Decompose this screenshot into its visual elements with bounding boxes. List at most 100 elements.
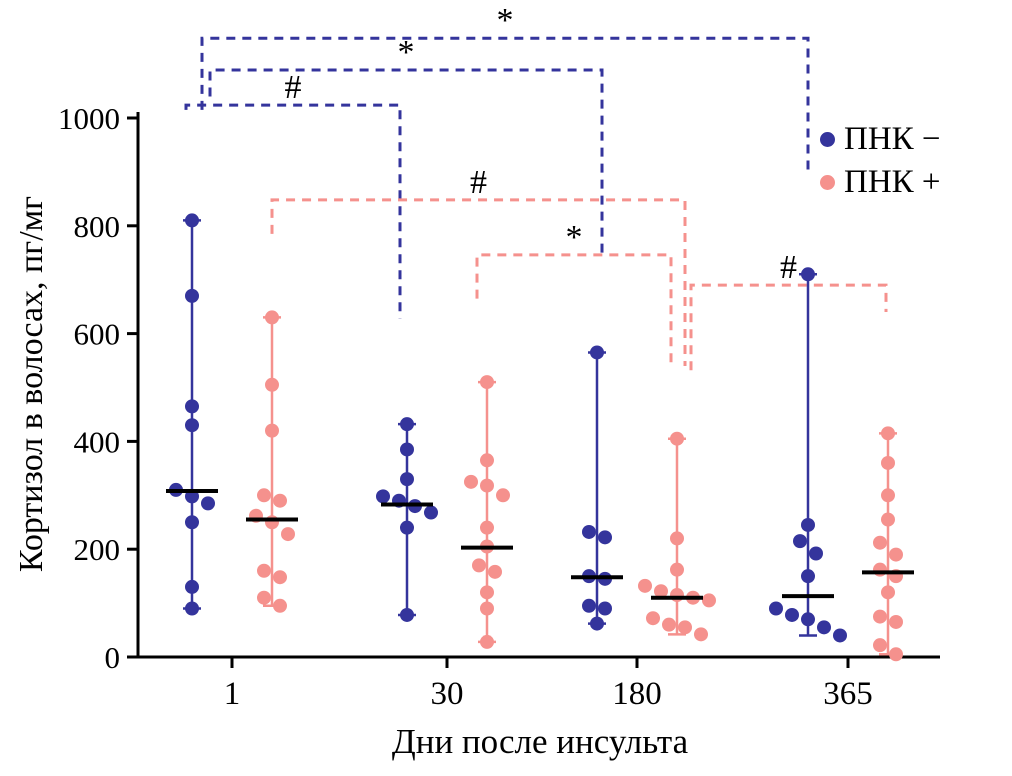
data-point (400, 472, 414, 487)
legend-dot-pnk-plus-icon (820, 175, 835, 190)
data-point (881, 488, 895, 503)
y-tick-label: 800 (74, 209, 121, 244)
data-point (809, 546, 823, 561)
y-tick-label: 200 (74, 532, 121, 567)
data-point (480, 375, 494, 390)
y-tick-label: 600 (74, 317, 121, 352)
data-point (480, 478, 494, 493)
data-point (793, 534, 807, 549)
data-point (694, 627, 708, 642)
data-point (873, 562, 887, 577)
data-point (185, 399, 199, 414)
data-point (496, 488, 510, 503)
significance-label: * (497, 2, 514, 39)
data-point (881, 426, 895, 441)
data-point (273, 570, 287, 585)
data-point (265, 310, 279, 325)
legend: ПНК − ПНК + (820, 118, 941, 204)
data-point (257, 590, 271, 605)
y-tick-label: 1000 (58, 101, 120, 136)
data-point (817, 620, 831, 635)
data-point (598, 530, 612, 545)
legend-label-pnk-plus: ПНК + (844, 164, 941, 200)
data-point (769, 601, 783, 616)
data-point (201, 496, 215, 511)
significance-label: # (470, 164, 487, 201)
data-point (257, 488, 271, 503)
x-tick-label: 180 (612, 676, 662, 712)
data-point (185, 213, 199, 228)
significance-bracket (475, 253, 673, 369)
data-point (472, 558, 486, 573)
y-axis-label: Кортизол в волосах, пг/мг (13, 195, 50, 573)
significance-label: * (566, 219, 583, 256)
data-point (598, 601, 612, 616)
data-point (646, 611, 660, 626)
data-point (464, 474, 478, 489)
data-point (257, 563, 271, 578)
data-point (400, 607, 414, 622)
data-point (801, 569, 815, 584)
data-point (670, 562, 684, 577)
data-point (400, 442, 414, 457)
data-point (265, 423, 279, 438)
data-point (654, 584, 668, 599)
data-point (638, 578, 652, 593)
data-point (480, 634, 494, 649)
data-point (670, 588, 684, 603)
data-point (400, 417, 414, 432)
data-point (582, 598, 596, 613)
data-point (185, 515, 199, 530)
data-point (873, 609, 887, 624)
legend-item-pnk-plus: ПНК + (820, 161, 941, 204)
data-point (376, 489, 390, 504)
data-point (273, 493, 287, 508)
significance-label: * (398, 34, 415, 71)
data-point (480, 453, 494, 468)
data-point (833, 628, 847, 643)
data-point (480, 585, 494, 600)
data-point (881, 455, 895, 470)
data-point (801, 517, 815, 532)
legend-item-pnk-minus: ПНК − (820, 118, 941, 161)
x-tick-label: 30 (431, 676, 464, 712)
data-point (785, 607, 799, 622)
x-tick-label: 1 (224, 676, 241, 712)
significance-label: # (285, 69, 302, 106)
data-point (273, 598, 287, 613)
y-tick-label: 0 (105, 640, 121, 675)
x-tick-label: 365 (823, 676, 873, 712)
data-point (881, 512, 895, 527)
significance-bracket (200, 36, 810, 172)
legend-label-pnk-minus: ПНК − (844, 121, 941, 157)
data-point (889, 614, 903, 629)
data-point (480, 601, 494, 616)
data-point (424, 505, 438, 520)
significance-bracket (689, 283, 888, 371)
data-point (889, 647, 903, 662)
data-point (662, 617, 676, 632)
data-point (582, 524, 596, 539)
data-point (670, 431, 684, 446)
data-point (185, 579, 199, 594)
data-point (801, 612, 815, 627)
data-point (400, 520, 414, 535)
data-point (801, 267, 815, 282)
significance-bracket (208, 68, 604, 258)
significance-bracket (270, 198, 687, 366)
data-point (889, 547, 903, 562)
significance-bracket (184, 103, 402, 319)
data-point (873, 535, 887, 550)
data-point (185, 418, 199, 433)
y-tick-label: 400 (74, 424, 121, 459)
data-point (670, 531, 684, 546)
data-point (873, 638, 887, 653)
data-point (265, 515, 279, 530)
data-point (185, 601, 199, 616)
data-point (590, 345, 604, 360)
x-axis-label: Дни после инсульта (391, 722, 689, 761)
data-point (185, 288, 199, 303)
data-point (488, 564, 502, 579)
